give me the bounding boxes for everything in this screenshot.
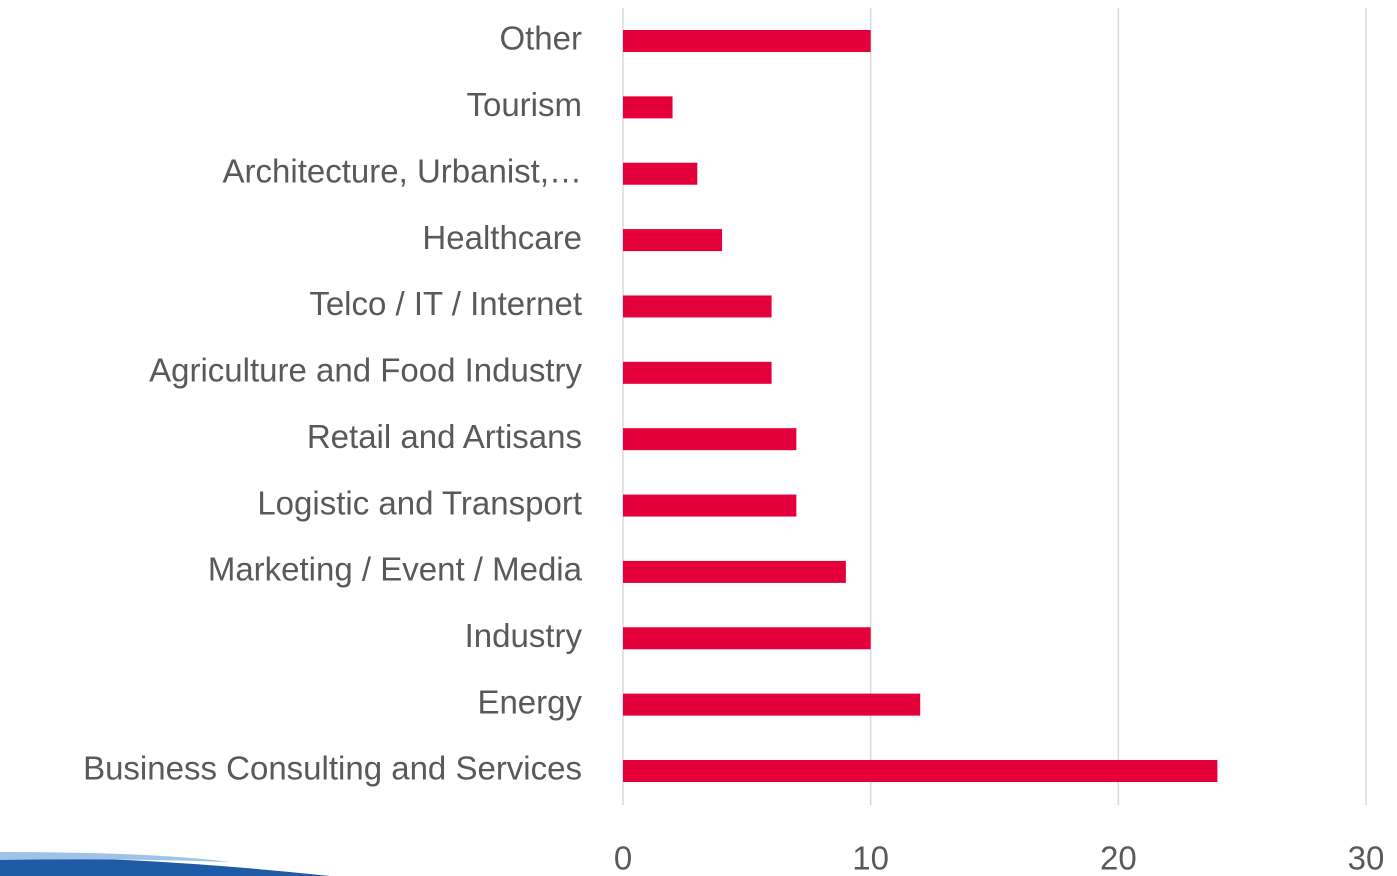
- y-tick-label: Tourism: [466, 86, 582, 123]
- bar: [623, 96, 673, 119]
- y-tick-label: Energy: [477, 683, 582, 720]
- x-tick-label: 20: [1100, 840, 1137, 876]
- bar: [623, 162, 698, 185]
- bar: [623, 760, 1218, 782]
- bar: [623, 361, 772, 384]
- y-tick-label: Telco / IT / Internet: [309, 285, 582, 322]
- bar: [623, 295, 772, 318]
- bar: [623, 693, 921, 716]
- y-tick-label: Industry: [465, 617, 583, 654]
- y-tick-label: Architecture, Urbanist,…: [223, 152, 582, 189]
- decoration: [0, 856, 330, 876]
- y-tick-label: Retail and Artisans: [307, 418, 582, 455]
- x-tick-label: 10: [852, 840, 889, 876]
- x-tick-label: 0: [614, 840, 632, 876]
- bar: [623, 428, 797, 451]
- y-tick-label: Marketing / Event / Media: [208, 551, 583, 588]
- bar: [623, 30, 871, 52]
- y-tick-label: Other: [499, 20, 582, 57]
- decoration: [0, 852, 230, 862]
- y-tick-label: Agriculture and Food Industry: [149, 352, 582, 389]
- bar: [623, 494, 797, 517]
- x-tick-label: 30: [1348, 840, 1385, 876]
- bar: [623, 627, 871, 650]
- bar: [623, 560, 846, 583]
- bar: [623, 229, 723, 252]
- y-tick-label: Business Consulting and Services: [83, 750, 582, 787]
- y-tick-label: Healthcare: [422, 219, 582, 256]
- y-tick-label: Logistic and Transport: [257, 484, 582, 521]
